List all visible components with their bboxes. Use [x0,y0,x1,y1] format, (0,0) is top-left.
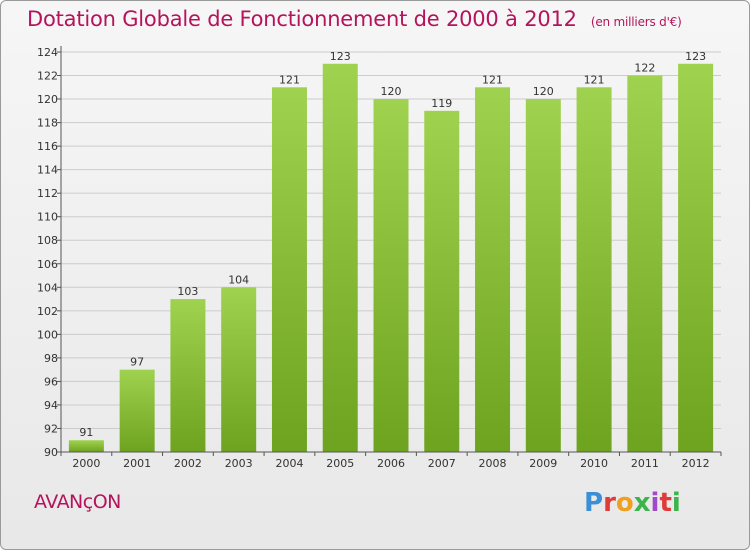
y-tick-label: 102 [37,305,58,318]
x-tick-label: 2003 [225,457,253,470]
bar-2001 [119,369,155,452]
logo-letter: i [650,488,660,518]
commune-name: AVANçON [34,491,121,513]
y-tick-label: 104 [37,281,58,294]
bar-2002 [170,299,206,452]
value-label: 120 [381,85,402,98]
y-tick-label: 110 [37,211,58,224]
x-tick-label: 2006 [377,457,405,470]
bar-2003 [221,287,257,452]
y-tick-label: 120 [37,93,58,106]
x-tick-label: 2005 [326,457,354,470]
x-tick-label: 2000 [72,457,100,470]
y-tick-label: 90 [44,446,58,459]
value-label: 121 [482,73,503,86]
bar-2009 [525,99,561,452]
value-label: 104 [228,273,249,286]
bar-2005 [322,63,358,452]
x-tick-label: 2007 [428,457,456,470]
logo-letter: i [671,488,681,518]
x-tick-label: 2002 [174,457,202,470]
x-tick-label: 2010 [580,457,608,470]
bar-2000 [68,440,104,452]
value-label: 103 [177,285,198,298]
y-tick-label: 92 [44,422,58,435]
y-tick-label: 106 [37,258,58,271]
logo-letter: o [615,488,634,518]
x-tick-label: 2004 [275,457,303,470]
value-label: 91 [79,426,93,439]
x-tick-label: 2001 [123,457,151,470]
y-tick-label: 116 [37,140,58,153]
y-tick-label: 108 [37,234,58,247]
x-tick-label: 2009 [529,457,557,470]
logo-letter: r [603,488,616,518]
bar-2008 [475,87,511,452]
logo-letter: t [659,488,672,518]
value-label: 119 [431,97,452,110]
bar-2007 [424,110,460,452]
value-label: 123 [330,50,351,63]
value-label: 122 [634,62,655,75]
y-tick-label: 112 [37,187,58,200]
y-tick-label: 96 [44,375,58,388]
chart-title: Dotation Globale de Fonctionnement de 20… [27,7,682,31]
x-tick-label: 2012 [682,457,710,470]
value-label: 123 [685,50,706,63]
y-tick-label: 118 [37,117,58,130]
value-label: 120 [533,85,554,98]
x-tick-label: 2011 [631,457,659,470]
y-tick-label: 114 [37,164,58,177]
value-label: 97 [130,356,144,369]
y-tick-label: 94 [44,399,58,412]
value-label: 121 [279,73,300,86]
proxiti-logo: Proxiti [584,488,681,518]
bars [68,63,714,452]
axes: 90 92 94 96 98 100 102 104 106 108 110 112 114 116 118… [37,46,722,470]
title-text: Dotation Globale de Fonctionnement de 20… [27,7,577,31]
bar-2012 [678,63,714,452]
bar-2011 [627,75,663,452]
unit-label: (en milliers d'€) [590,15,682,29]
bar-2004 [271,87,307,452]
y-tick-label: 122 [37,70,58,83]
logo-letter: x [633,488,651,518]
value-labels: 91 97 103 104 121 123 120 119 121 120 121 122 123 [79,50,706,439]
x-tick-label: 2008 [479,457,507,470]
logo-letter: P [584,488,604,518]
value-label: 121 [584,73,605,86]
y-tick-label: 98 [44,352,58,365]
y-tick-label: 124 [37,46,58,59]
y-tick-label: 100 [37,328,58,341]
bar-2010 [576,87,612,452]
bar-2006 [373,99,409,452]
